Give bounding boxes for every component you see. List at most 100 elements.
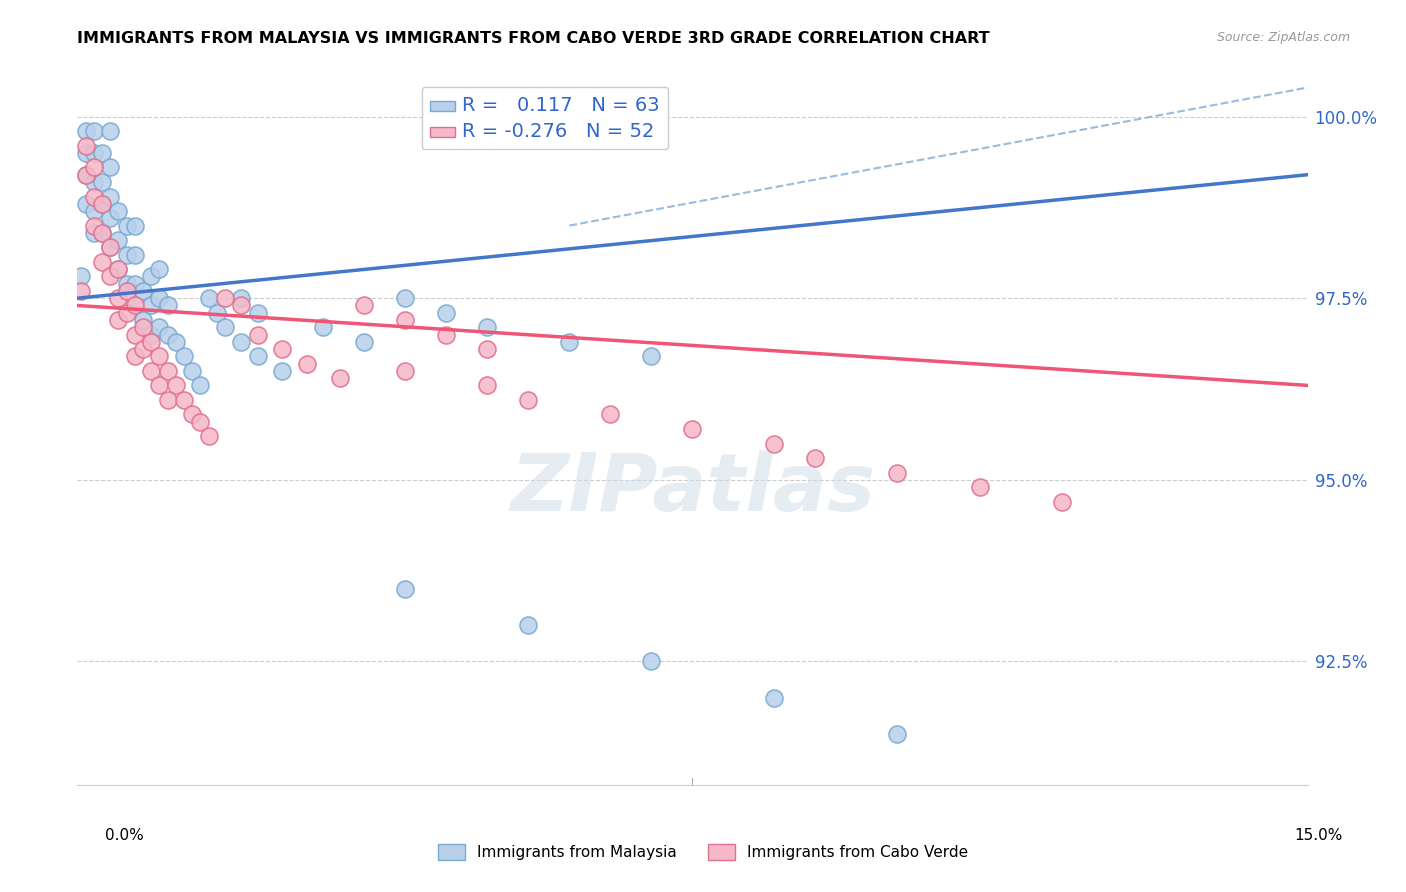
Point — [394, 291, 416, 305]
Point — [124, 349, 146, 363]
Point — [271, 364, 294, 378]
Point — [83, 124, 105, 138]
Point — [394, 582, 416, 596]
Point — [141, 298, 163, 312]
Point — [197, 291, 219, 305]
Point — [107, 204, 129, 219]
Point — [173, 392, 195, 407]
Point — [165, 334, 187, 349]
Point — [132, 313, 155, 327]
Point — [98, 269, 121, 284]
Point — [124, 247, 146, 261]
Point — [75, 196, 97, 211]
Point — [115, 277, 138, 291]
Legend: R =   0.117   N = 63, R = -0.276   N = 52: R = 0.117 N = 63, R = -0.276 N = 52 — [422, 87, 668, 149]
Point — [1050, 494, 1073, 508]
Point — [394, 313, 416, 327]
Point — [115, 284, 138, 298]
Point — [181, 408, 204, 422]
Point — [640, 349, 662, 363]
Point — [886, 466, 908, 480]
Point — [132, 284, 155, 298]
Point — [763, 436, 786, 450]
Point — [124, 298, 146, 312]
Point — [640, 655, 662, 669]
Point — [132, 342, 155, 356]
Text: Source: ZipAtlas.com: Source: ZipAtlas.com — [1216, 31, 1350, 45]
Point — [83, 204, 105, 219]
Point — [98, 124, 121, 138]
Point — [115, 247, 138, 261]
Point — [353, 298, 375, 312]
Point — [682, 422, 704, 436]
Point — [90, 145, 114, 160]
Text: 15.0%: 15.0% — [1295, 828, 1343, 843]
Point — [969, 480, 991, 494]
Point — [231, 298, 253, 312]
Point — [98, 161, 121, 175]
Point — [124, 327, 146, 342]
Point — [477, 320, 499, 334]
Point — [98, 240, 121, 254]
Point — [231, 291, 253, 305]
Point — [436, 306, 458, 320]
Point — [271, 342, 294, 356]
Point — [886, 727, 908, 741]
Legend: Immigrants from Malaysia, Immigrants from Cabo Verde: Immigrants from Malaysia, Immigrants fro… — [432, 838, 974, 866]
Point — [329, 371, 352, 385]
Point — [115, 219, 138, 233]
Point — [477, 342, 499, 356]
Point — [90, 226, 114, 240]
Point — [75, 168, 97, 182]
Point — [141, 364, 163, 378]
Point — [188, 415, 212, 429]
Point — [90, 175, 114, 189]
Point — [517, 392, 540, 407]
Point — [436, 327, 458, 342]
Point — [353, 334, 375, 349]
Point — [141, 327, 163, 342]
Point — [90, 255, 114, 269]
Point — [197, 429, 219, 443]
Point — [148, 349, 170, 363]
Point — [98, 240, 121, 254]
Point — [148, 320, 170, 334]
Point — [107, 262, 129, 277]
Point — [156, 298, 179, 312]
Point — [148, 291, 170, 305]
Point — [75, 138, 97, 153]
Point — [599, 408, 621, 422]
Point — [312, 320, 335, 334]
Point — [115, 306, 138, 320]
Point — [90, 196, 114, 211]
Point — [124, 298, 146, 312]
Point — [83, 219, 105, 233]
Point — [141, 269, 163, 284]
Point — [83, 226, 105, 240]
Point — [517, 618, 540, 632]
Point — [98, 189, 121, 203]
Point — [83, 145, 105, 160]
Point — [295, 357, 318, 371]
Point — [156, 364, 179, 378]
Point — [75, 124, 97, 138]
Point — [83, 161, 105, 175]
Point — [165, 378, 187, 392]
Point — [75, 145, 97, 160]
Point — [246, 306, 269, 320]
Point — [205, 306, 228, 320]
Point — [124, 277, 146, 291]
Point — [763, 690, 786, 705]
Text: ZIPatlas: ZIPatlas — [510, 450, 875, 528]
Point — [107, 291, 129, 305]
Point — [141, 334, 163, 349]
Point — [181, 364, 204, 378]
Point — [477, 378, 499, 392]
Point — [90, 196, 114, 211]
Point — [156, 392, 179, 407]
Point — [83, 189, 105, 203]
Point — [107, 313, 129, 327]
Point — [70, 284, 93, 298]
Point — [246, 327, 269, 342]
Point — [231, 334, 253, 349]
